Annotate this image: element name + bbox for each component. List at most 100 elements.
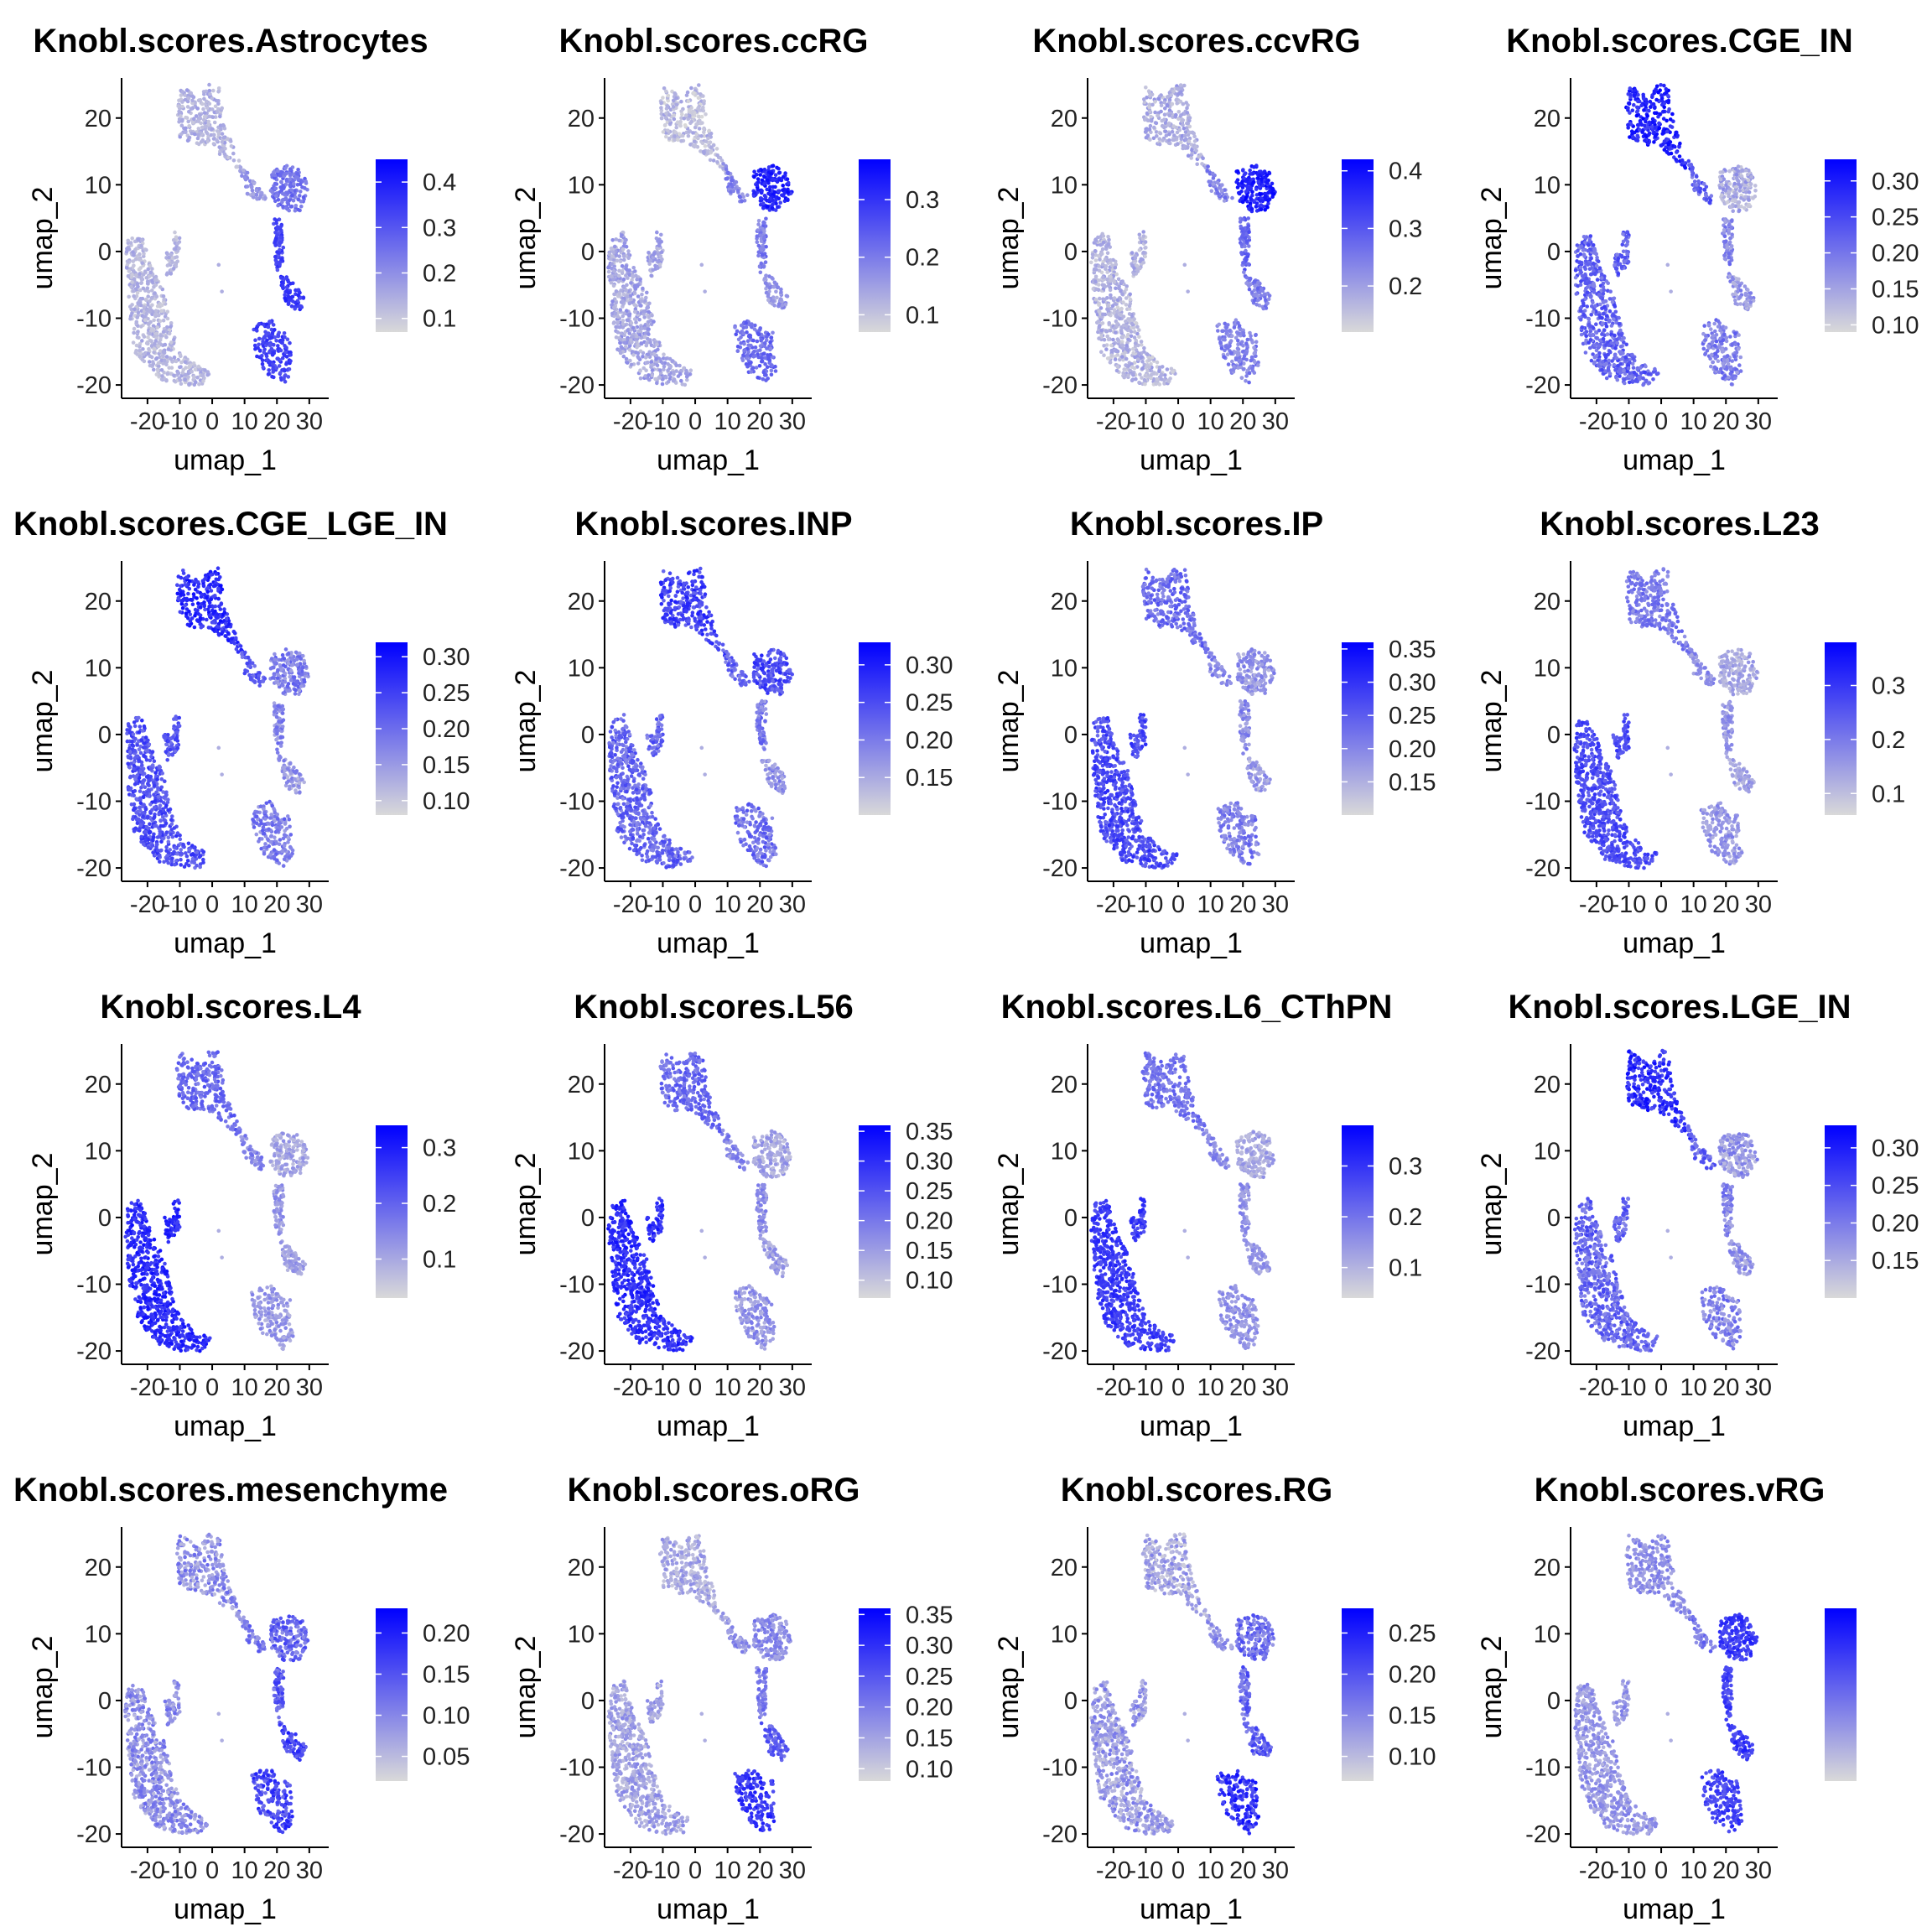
cell-point bbox=[1119, 330, 1124, 334]
cell-point bbox=[693, 143, 698, 148]
cell-point bbox=[692, 91, 696, 96]
cell-point bbox=[1157, 142, 1162, 147]
cell-point bbox=[1634, 113, 1639, 118]
cell-point bbox=[1139, 257, 1144, 262]
cell-point bbox=[747, 361, 751, 366]
cell-point bbox=[284, 361, 288, 366]
cell-point bbox=[621, 299, 625, 304]
cell-point bbox=[781, 175, 786, 179]
cell-point bbox=[622, 338, 626, 342]
cell-point bbox=[773, 208, 778, 212]
cell-point bbox=[773, 184, 777, 190]
cell-point bbox=[1727, 227, 1732, 232]
cell-point bbox=[183, 97, 188, 102]
cell-point bbox=[1635, 122, 1640, 127]
cell-point bbox=[680, 112, 684, 117]
cell-point bbox=[286, 202, 291, 206]
cell-point bbox=[652, 319, 656, 324]
cell-point bbox=[1745, 187, 1750, 191]
cell-point bbox=[272, 170, 276, 174]
cell-point bbox=[185, 105, 190, 109]
cell-point bbox=[1193, 144, 1198, 149]
cell-point bbox=[706, 136, 710, 141]
cell-point bbox=[136, 330, 140, 334]
cell-point bbox=[755, 234, 760, 239]
cell-point bbox=[1248, 168, 1252, 173]
cell-point bbox=[134, 343, 139, 348]
cell-point bbox=[286, 191, 290, 195]
cell-point bbox=[609, 280, 614, 285]
cell-point bbox=[636, 356, 641, 361]
cell-point bbox=[776, 205, 780, 210]
cell-point bbox=[753, 354, 757, 358]
cell-point bbox=[1653, 105, 1657, 109]
cell-point bbox=[1127, 304, 1132, 309]
cell-point bbox=[184, 126, 188, 131]
cell-point bbox=[730, 184, 735, 189]
cell-point bbox=[148, 309, 152, 314]
cell-point bbox=[1738, 288, 1743, 293]
cell-point bbox=[299, 204, 304, 209]
cell-point bbox=[734, 186, 738, 190]
cell-point bbox=[145, 281, 150, 286]
cell-point bbox=[1221, 329, 1225, 334]
cell-point bbox=[161, 330, 166, 335]
cell-point bbox=[279, 169, 283, 174]
cell-point bbox=[621, 354, 626, 359]
cell-point bbox=[268, 342, 273, 347]
cell-point bbox=[1692, 179, 1697, 184]
cell-point bbox=[1121, 300, 1125, 304]
x-tick-label: 10 bbox=[231, 408, 258, 435]
cell-point bbox=[137, 274, 142, 279]
cell-point bbox=[1252, 299, 1257, 303]
cell-point bbox=[1104, 347, 1109, 351]
cell-point bbox=[1261, 205, 1266, 209]
cell-point bbox=[124, 249, 129, 254]
cell-point bbox=[776, 189, 781, 194]
cell-point bbox=[1148, 93, 1152, 98]
cell-point bbox=[1244, 248, 1248, 253]
cell-point bbox=[1115, 321, 1119, 326]
cell-point bbox=[1217, 322, 1222, 327]
cell-point bbox=[656, 239, 660, 243]
cell-point bbox=[610, 266, 614, 271]
cell-point bbox=[288, 353, 292, 357]
cell-point bbox=[607, 252, 612, 257]
cell-point bbox=[126, 238, 130, 243]
cell-point bbox=[638, 333, 642, 337]
cell-point bbox=[130, 236, 134, 241]
cell-point bbox=[1099, 328, 1104, 333]
cell-point bbox=[758, 233, 763, 238]
cell-point bbox=[1254, 333, 1258, 338]
cell-point bbox=[1239, 235, 1244, 239]
cell-point bbox=[296, 293, 301, 298]
cell-point bbox=[200, 125, 205, 130]
cell-point bbox=[265, 338, 269, 343]
cell-point bbox=[627, 301, 632, 305]
cell-point bbox=[1154, 382, 1158, 387]
cell-point bbox=[1133, 256, 1138, 261]
cell-point bbox=[623, 345, 628, 349]
cell-point bbox=[1192, 139, 1197, 143]
cell-point bbox=[657, 375, 662, 379]
cell-point bbox=[262, 335, 267, 340]
cell-point bbox=[774, 289, 778, 294]
cell-point bbox=[664, 134, 668, 139]
cell-point bbox=[631, 325, 636, 330]
cell-point bbox=[1142, 100, 1147, 105]
cell-point bbox=[1236, 338, 1240, 343]
cell-point bbox=[132, 330, 136, 335]
cell-point bbox=[754, 366, 759, 370]
cell-point bbox=[1154, 121, 1159, 126]
cell-point bbox=[741, 353, 745, 357]
cell-point bbox=[135, 282, 140, 286]
cell-point bbox=[1110, 263, 1114, 267]
cell-point bbox=[1128, 292, 1132, 297]
cell-point bbox=[207, 114, 211, 119]
cell-point bbox=[1135, 325, 1140, 330]
cell-point bbox=[142, 335, 147, 339]
cell-point bbox=[1647, 120, 1652, 125]
cell-point bbox=[267, 368, 272, 372]
cell-point bbox=[153, 341, 157, 346]
cell-point bbox=[1159, 377, 1164, 382]
